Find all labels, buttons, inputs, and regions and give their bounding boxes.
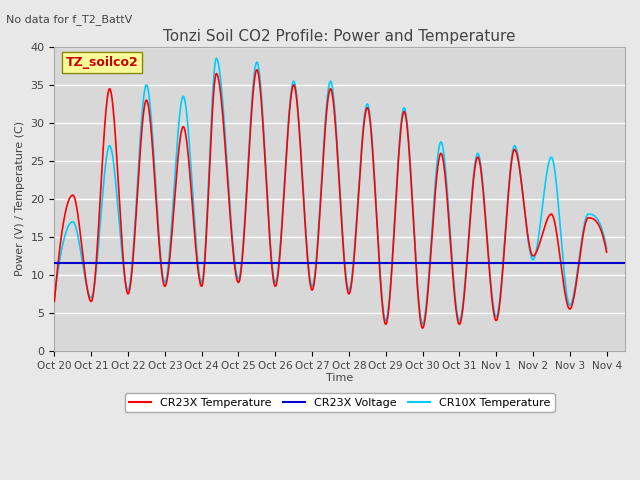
X-axis label: Time: Time: [326, 373, 353, 384]
Title: Tonzi Soil CO2 Profile: Power and Temperature: Tonzi Soil CO2 Profile: Power and Temper…: [163, 29, 516, 44]
Legend: CR23X Temperature, CR23X Voltage, CR10X Temperature: CR23X Temperature, CR23X Voltage, CR10X …: [125, 393, 555, 412]
Text: No data for f_T2_BattV: No data for f_T2_BattV: [6, 14, 132, 25]
Y-axis label: Power (V) / Temperature (C): Power (V) / Temperature (C): [15, 121, 25, 276]
Text: TZ_soilco2: TZ_soilco2: [66, 56, 139, 69]
